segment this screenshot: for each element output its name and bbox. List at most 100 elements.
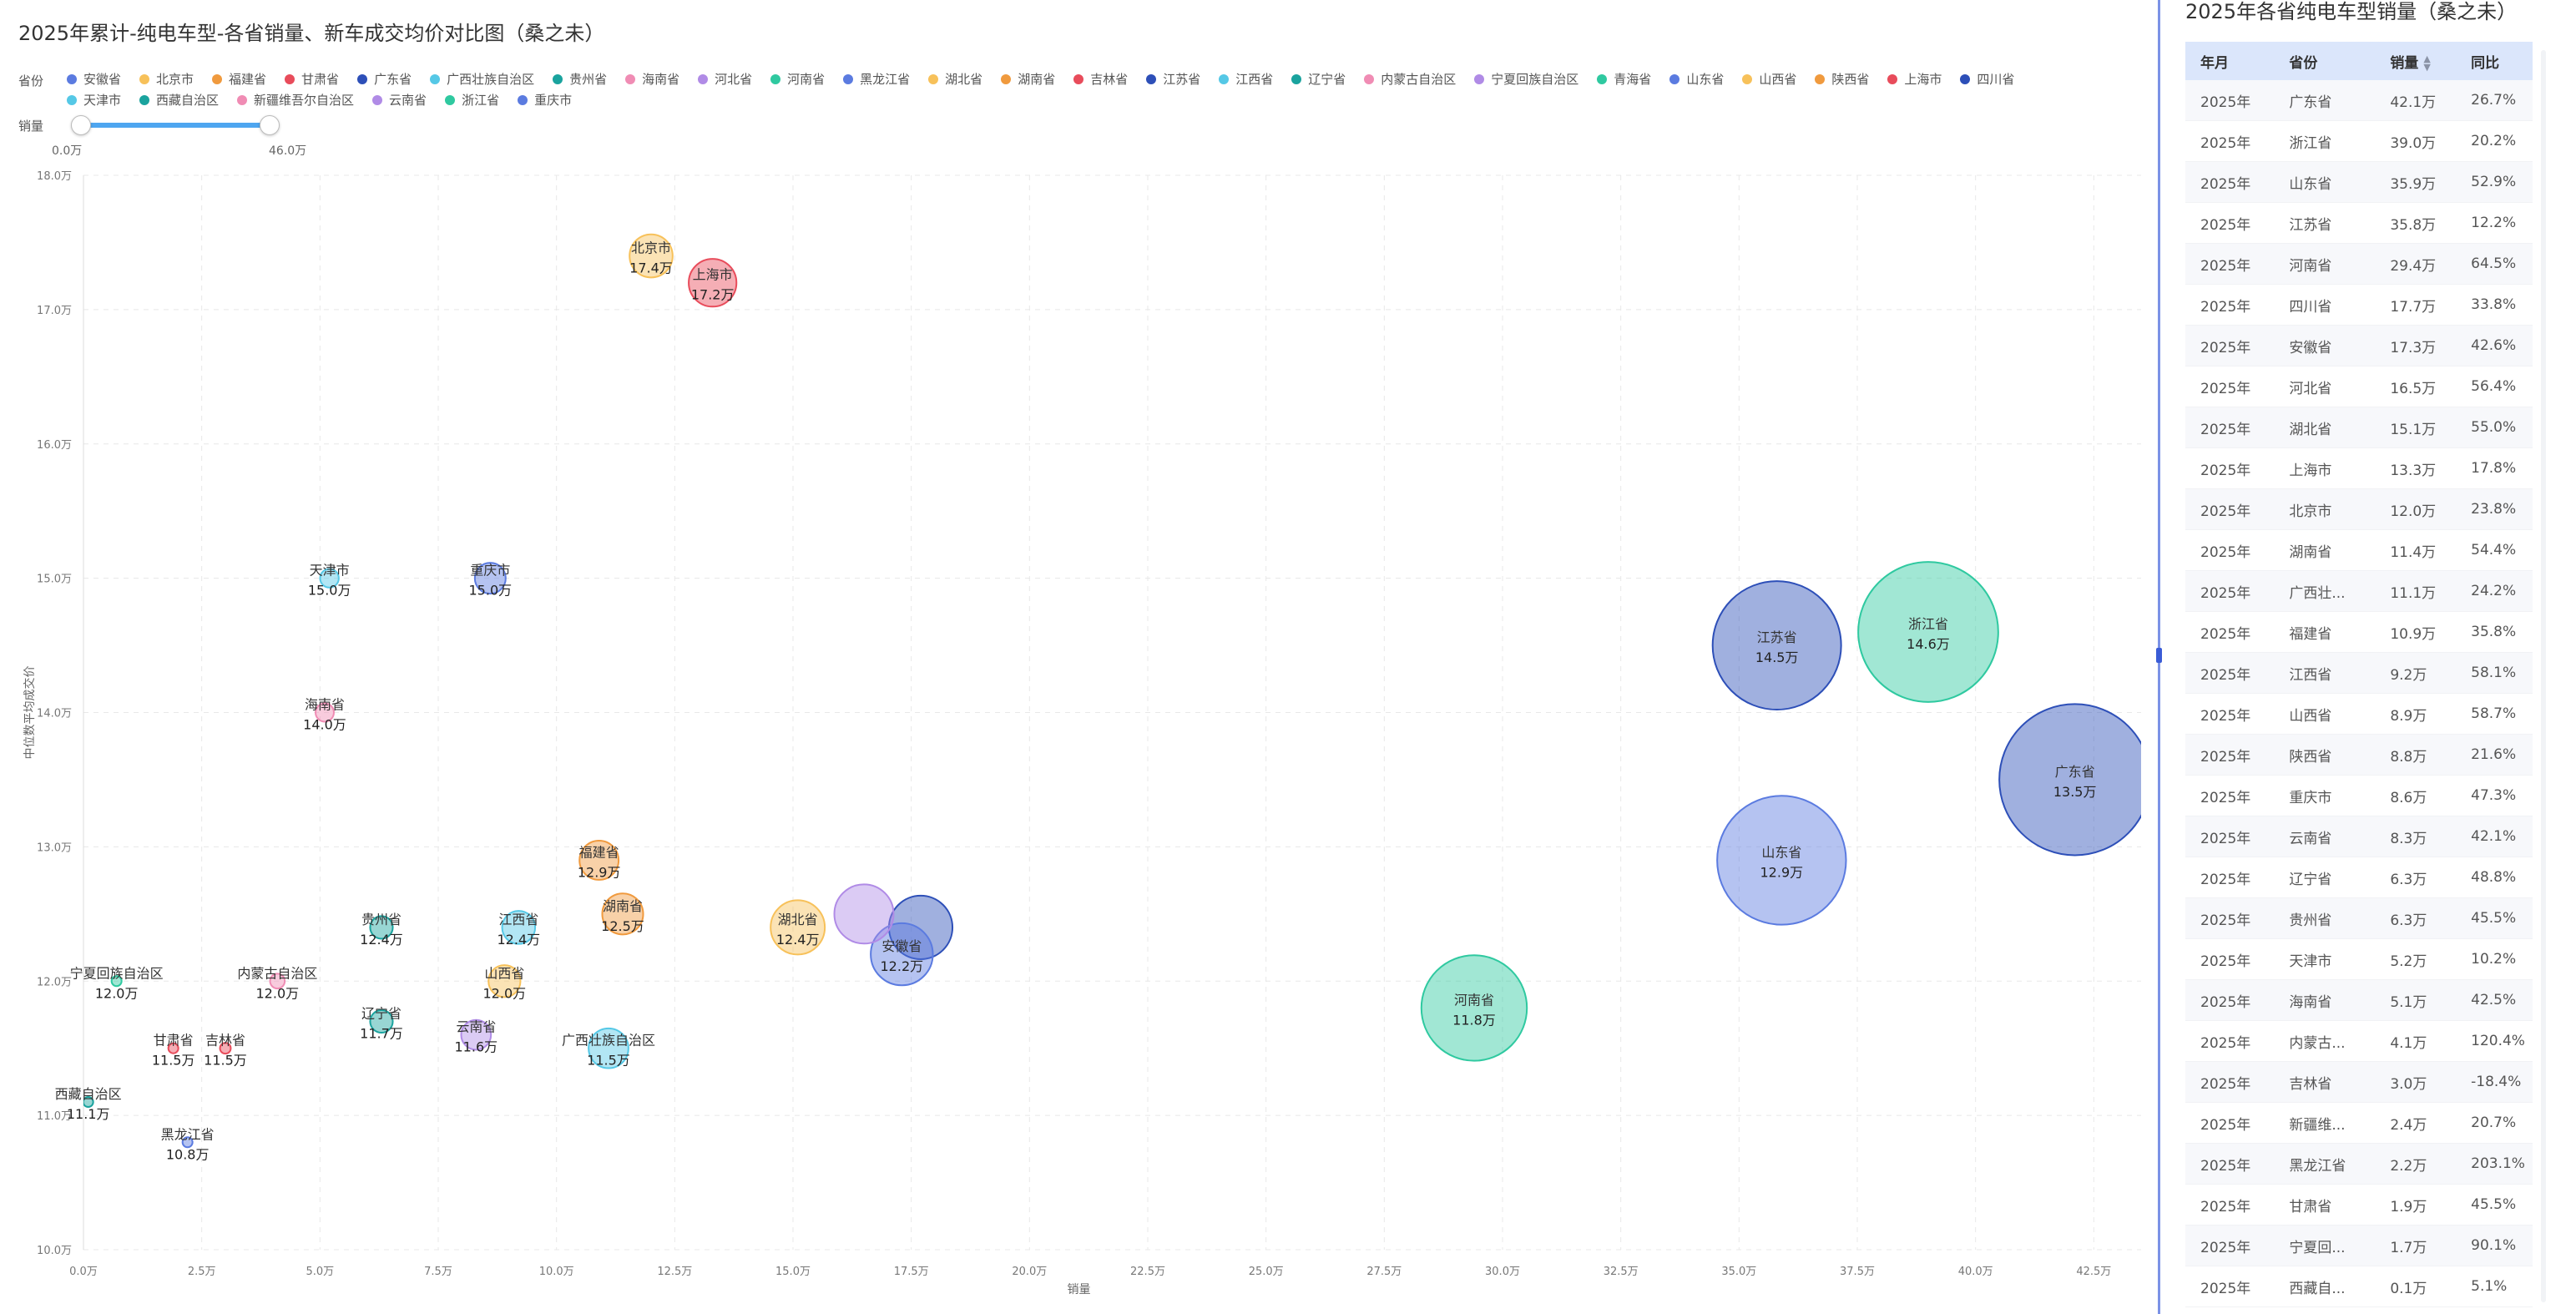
legend-item[interactable]: 青海省 [1597,68,1651,89]
bubble-name-label: 吉林省 [205,1033,245,1049]
table-row[interactable]: 2025年 贵州省 6.3万 45.5% [2185,898,2533,939]
legend-item[interactable]: 广西壮族自治区 [430,68,534,89]
table-row[interactable]: 2025年 陕西省 8.8万 21.6% [2185,735,2533,776]
legend-item[interactable]: 湖北省 [928,68,982,89]
legend-item[interactable]: 河南省 [770,68,825,89]
table-row[interactable]: 2025年 河南省 29.4万 64.5% [2185,244,2533,285]
x-tick-label: 27.5万 [1366,1266,1402,1278]
table-row[interactable]: 2025年 山东省 35.9万 52.9% [2185,162,2533,203]
table-row[interactable]: 2025年 甘肃省 1.9万 45.5% [2185,1185,2533,1226]
bubble-value-label: 12.0万 [256,985,300,1001]
legend-item[interactable]: 天津市 [67,89,121,110]
panel-divider-handle[interactable] [2156,648,2162,663]
table-row[interactable]: 2025年 广东省 42.1万 26.7% [2185,80,2533,121]
cell-province: 江西省 [2289,666,2332,684]
table-row[interactable]: 2025年 新疆维... 2.4万 20.7% [2185,1103,2533,1144]
cell-province: 天津市 [2289,953,2332,970]
table-row[interactable]: 2025年 湖北省 15.1万 55.0% [2185,407,2533,448]
legend-item[interactable]: 甘肃省 [285,68,339,89]
legend-item[interactable]: 内蒙古自治区 [1364,68,1456,89]
legend-item[interactable]: 辽宁省 [1291,68,1346,89]
cell-province: 甘肃省 [2289,1198,2332,1215]
legend-item[interactable]: 云南省 [372,89,427,110]
cell-sales: 8.8万 [2390,748,2427,766]
legend-item[interactable]: 福建省 [212,68,266,89]
header-province[interactable]: 省份 [2289,54,2318,72]
bubble-value-label: 11.5万 [587,1053,630,1069]
table-row[interactable]: 2025年 黑龙江省 2.2万 203.1% [2185,1144,2533,1185]
legend-label: 上海市 [1904,72,1942,87]
header-yoy[interactable]: 同比 [2471,54,2500,72]
cell-sales: 10.9万 [2390,625,2437,643]
legend-item[interactable]: 湖南省 [1001,68,1055,89]
table-row[interactable]: 2025年 内蒙古... 4.1万 120.4% [2185,1021,2533,1062]
legend-item[interactable]: 贵州省 [553,68,607,89]
legend-item[interactable]: 四川省 [1960,68,2014,89]
table-row[interactable]: 2025年 福建省 10.9万 35.8% [2185,612,2533,653]
legend-item[interactable]: 陕西省 [1815,68,1869,89]
legend-item[interactable]: 宁夏回族自治区 [1474,68,1578,89]
cell-month: 2025年 [2200,912,2251,929]
table-row[interactable]: 2025年 西藏自... 0.1万 5.1% [2185,1266,2533,1307]
table-row[interactable]: 2025年 辽宁省 6.3万 48.8% [2185,857,2533,898]
table-row[interactable]: 2025年 四川省 17.7万 33.8% [2185,285,2533,326]
legend-item[interactable]: 黑龙江省 [843,68,910,89]
table-panel: 2025年各省纯电车型销量（桑之未） 年月 省份 销量 ▲ ▼ 同比 2025年 广东… [2164,0,2576,1314]
bubble-name-label: 江西省 [498,912,538,927]
table-row[interactable]: 2025年 广西壮... 11.1万 24.2% [2185,571,2533,612]
legend-item[interactable]: 浙江省 [445,89,499,110]
bubble [1711,580,1842,711]
table-row[interactable]: 2025年 山西省 8.9万 58.7% [2185,694,2533,735]
legend-item[interactable]: 海南省 [625,68,679,89]
table-row[interactable]: 2025年 北京市 12.0万 23.8% [2185,489,2533,530]
table-row[interactable]: 2025年 上海市 13.3万 17.8% [2185,448,2533,489]
legend-item[interactable]: 上海市 [1887,68,1942,89]
table-row[interactable]: 2025年 江苏省 35.8万 12.2% [2185,203,2533,244]
cell-month: 2025年 [2200,339,2251,356]
table-row[interactable]: 2025年 重庆市 8.6万 47.3% [2185,776,2533,816]
legend-item[interactable]: 江西省 [1219,68,1273,89]
bubble-name-label: 天津市 [310,563,350,579]
legend-item[interactable]: 西藏自治区 [139,89,219,110]
cell-yoy: 12.2% [2471,215,2517,231]
cell-province: 湖南省 [2289,543,2332,561]
legend-item[interactable]: 河北省 [698,68,752,89]
slider-handle-min[interactable] [71,115,91,135]
table-row[interactable]: 2025年 河北省 16.5万 56.4% [2185,366,2533,407]
header-sales[interactable]: 销量 ▲ ▼ [2380,51,2462,72]
sort-icon[interactable]: ▲ ▼ [2423,53,2431,73]
x-axis-title: 销量 [1068,1283,1091,1296]
header-month[interactable]: 年月 [2200,54,2229,72]
legend-item[interactable]: 安徽省 [67,68,121,89]
legend-item[interactable]: 山西省 [1742,68,1796,89]
legend-item[interactable]: 北京市 [139,68,194,89]
sales-range-slider[interactable] [71,115,280,135]
bubble-value-label: 12.9万 [1760,864,1804,880]
table-row[interactable]: 2025年 浙江省 39.0万 20.2% [2185,121,2533,162]
table-row[interactable]: 2025年 云南省 8.3万 42.1% [2185,816,2533,857]
cell-month: 2025年 [2200,707,2251,725]
bubble [1420,954,1528,1062]
legend-item[interactable]: 重庆市 [518,89,572,110]
table-row[interactable]: 2025年 安徽省 17.3万 42.6% [2185,326,2533,366]
legend-dot [139,73,150,84]
legend-label: 安徽省 [83,72,122,87]
bubble-value-label: 12.4万 [776,932,820,948]
legend-item[interactable]: 吉林省 [1073,68,1128,89]
slider-handle-max[interactable] [260,115,280,135]
table-row[interactable]: 2025年 湖南省 11.4万 54.4% [2185,530,2533,571]
table-scrollbar[interactable] [2541,50,2546,1302]
legend-item[interactable]: 广东省 [357,68,412,89]
table-row[interactable]: 2025年 江西省 9.2万 58.1% [2185,653,2533,694]
legend-item[interactable]: 江苏省 [1146,68,1200,89]
table-row[interactable]: 2025年 宁夏回... 1.7万 90.1% [2185,1226,2533,1266]
legend-dot [1669,73,1680,84]
table-title: 2025年各省纯电车型销量（桑之未） [2185,0,2518,23]
table-row[interactable]: 2025年 吉林省 3.0万 -18.4% [2185,1062,2533,1103]
table-row[interactable]: 2025年 海南省 5.1万 42.5% [2185,980,2533,1021]
legend-item[interactable]: 山东省 [1669,68,1724,89]
y-tick-label: 10.0万 [37,1245,72,1257]
table-row[interactable]: 2025年 天津市 5.2万 10.2% [2185,939,2533,980]
legend-item[interactable]: 新疆维吾尔自治区 [237,89,354,110]
legend-dot [625,73,636,84]
